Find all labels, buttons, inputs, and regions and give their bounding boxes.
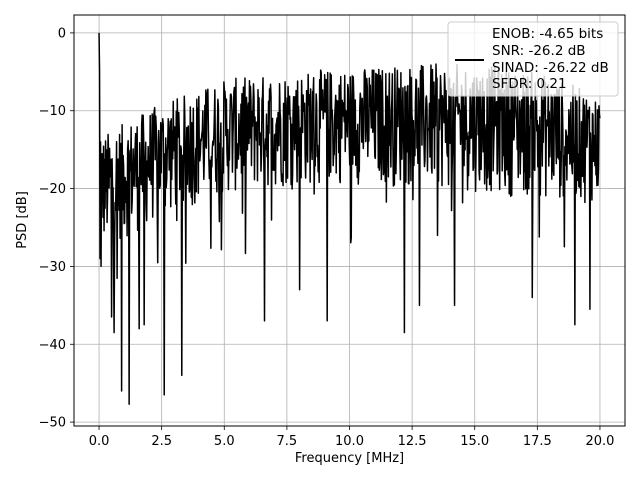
legend-entry-sfdr: SFDR: 0.21 [492, 76, 567, 92]
legend-box [447, 21, 619, 97]
x-tick-label: 15.0 [460, 434, 489, 449]
y-tick-label: −50 [39, 416, 66, 431]
psd-trace [98, 32, 601, 405]
x-axis-ticks: 0.0 2.5 5.0 7.5 10.0 12.5 15.0 17.5 20.0 [89, 426, 614, 449]
legend: ENOB: -4.65 bits SNR: -26.2 dB SINAD: -2… [447, 21, 619, 97]
x-tick-label: 2.5 [151, 434, 172, 449]
psd-series-line [98, 32, 601, 405]
y-tick-label: −10 [39, 104, 66, 119]
y-axis-label: PSD [dB] [15, 191, 30, 249]
x-tick-label: 17.5 [523, 434, 552, 449]
legend-entry-sinad: SINAD: -26.22 dB [492, 60, 609, 76]
x-tick-label: 20.0 [585, 434, 614, 449]
x-tick-label: 10.0 [335, 434, 364, 449]
legend-entry-enob: ENOB: -4.65 bits [492, 26, 603, 42]
y-tick-label: −40 [39, 338, 66, 353]
x-tick-label: 7.5 [277, 434, 298, 449]
y-tick-label: −30 [39, 260, 66, 275]
y-tick-label: −20 [39, 182, 66, 197]
x-axis-label: Frequency [MHz] [295, 451, 404, 466]
x-tick-label: 12.5 [398, 434, 427, 449]
x-tick-label: 5.0 [214, 434, 235, 449]
legend-entry-snr: SNR: -26.2 dB [492, 43, 586, 59]
x-tick-label: 0.0 [89, 434, 110, 449]
y-tick-label: 0 [58, 26, 66, 41]
y-axis-ticks: 0 −10 −20 −30 −40 −50 [39, 26, 74, 431]
